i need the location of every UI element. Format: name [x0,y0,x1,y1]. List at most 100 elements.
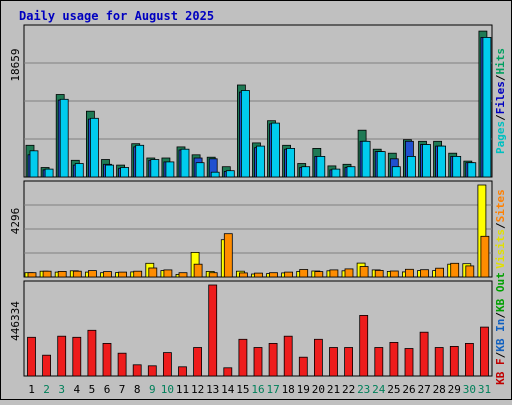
legend-hits: Hits [494,48,507,75]
bar-sites-day-15 [238,272,248,278]
bar-kb-f-day-22 [344,347,354,377]
bar-sites-day-13 [208,272,218,278]
bar-sites-day-12 [193,263,203,278]
panel-1-legend: Pages/Files/Hits [494,48,507,154]
bar-sites-day-16 [254,272,263,278]
x-tick-label-day-20: 20 [312,383,325,396]
bar-pages-day-23 [361,140,371,178]
bar-pages-day-19 [301,166,311,178]
x-tick-label-day-21: 21 [327,383,340,396]
bar-sites-day-27 [420,269,429,278]
bar-sites-day-9 [148,267,158,278]
x-tick-label-day-11: 11 [176,383,189,396]
bar-sites-day-2 [42,270,52,278]
bar-pages-day-8 [135,144,145,178]
bar-kb-f-day-4 [72,336,82,377]
legend-kb-out: KB Out [494,272,507,312]
bar-kb-f-day-10 [162,352,172,377]
bar-sites-day-11 [178,272,188,278]
x-tick-label-day-6: 6 [104,383,111,396]
panel-3-legend: KB F/KB In/KB Out [494,272,507,385]
bar-sites-day-24 [374,269,384,278]
x-tick-label-day-9: 9 [149,383,156,396]
bar-sites-day-19 [299,269,309,278]
legend-separator: / [494,114,507,121]
x-tick-label-day-28: 28 [433,383,446,396]
x-tick-label-day-2: 2 [43,383,50,396]
x-tick-label-day-5: 5 [89,383,96,396]
bar-pages-day-13 [210,171,220,178]
bar-kb-f-day-27 [419,331,429,377]
bar-sites-day-1 [27,272,37,278]
x-tick-label-day-8: 8 [134,383,141,396]
bar-sites-day-6 [103,271,112,278]
legend-separator: / [494,74,507,81]
x-tick-label-day-10: 10 [161,383,174,396]
x-tick-label-day-27: 27 [417,383,430,396]
x-tick-label-day-12: 12 [191,383,204,396]
bar-kb-f-day-21 [329,347,338,377]
x-tick-label-day-25: 25 [387,383,400,396]
bar-sites-day-7 [118,271,127,278]
bar-pages-day-28 [437,145,447,178]
bar-kb-f-day-19 [298,356,308,377]
bar-kb-f-day-20 [313,338,323,377]
legend-files: Files [494,81,507,114]
bar-kb-f-day-15 [238,338,248,377]
bar-sites-day-30 [465,265,475,278]
bar-pages-day-10 [165,161,175,178]
bar-pages-day-31 [482,37,492,178]
x-tick-label-day-24: 24 [372,383,386,396]
bar-kb-f-day-14 [223,367,233,377]
x-tick-label-day-3: 3 [58,383,65,396]
panel-3-max-value: 446334 [9,301,22,341]
legend-separator: / [494,222,507,229]
legend-separator: / [494,312,507,319]
bar-pages-day-21 [331,168,341,178]
bar-pages-day-29 [452,155,462,178]
bar-pages-day-2 [44,168,54,178]
chart-title: Daily usage for August 2025 [19,9,214,23]
bar-pages-day-4 [74,163,84,178]
bar-sites-day-28 [435,267,445,278]
bar-kb-f-day-18 [283,335,293,377]
bar-pages-day-11 [180,148,190,178]
x-tick-label-day-4: 4 [73,383,80,396]
panel-2-legend: Visits/Sites [494,189,507,269]
bar-kb-f-day-7 [117,352,127,377]
bar-kb-f-day-12 [193,347,203,377]
bar-pages-day-15 [240,90,250,178]
legend-visits: Visits [494,229,507,269]
bar-kb-f-day-5 [87,329,97,377]
x-tick-label-day-26: 26 [402,383,415,396]
bar-sites-day-3 [57,270,67,278]
bar-sites-day-14 [223,233,233,278]
bar-sites-day-31 [480,235,490,278]
x-tick-label-day-7: 7 [119,383,126,396]
x-tick-label-day-29: 29 [448,383,461,396]
bar-sites-day-10 [163,269,173,278]
bar-sites-day-26 [404,268,414,278]
bar-pages-day-30 [467,162,477,178]
x-tick-label-day-23: 23 [357,383,370,396]
x-tick-label-day-15: 15 [236,383,249,396]
legend-kb-f: KB F [494,358,507,385]
bar-pages-day-12 [195,162,205,178]
bar-kb-f-day-8 [132,364,142,377]
x-tick-label-day-19: 19 [297,383,310,396]
bar-sites-day-21 [329,269,339,278]
x-tick-label-day-13: 13 [206,383,219,396]
bar-kb-f-day-9 [147,365,157,377]
bar-kb-f-day-3 [57,335,67,377]
bar-kb-f-day-17 [268,342,278,377]
bar-pages-day-24 [376,151,386,178]
bar-sites-day-18 [284,271,294,278]
bar-pages-day-25 [391,166,401,178]
bar-pages-day-22 [346,166,356,178]
bar-pages-day-1 [29,150,39,178]
x-tick-label-day-22: 22 [342,383,355,396]
bar-pages-day-7 [120,167,129,178]
bar-sites-day-20 [314,271,324,278]
